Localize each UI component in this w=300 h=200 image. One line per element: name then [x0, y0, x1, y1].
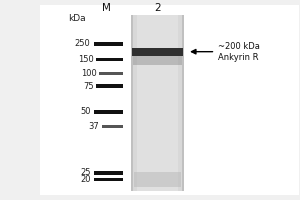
Text: 50: 50: [80, 107, 91, 116]
Text: ~200 kDa: ~200 kDa: [218, 42, 260, 51]
FancyBboxPatch shape: [100, 72, 123, 75]
Text: M: M: [103, 3, 111, 13]
FancyBboxPatch shape: [94, 171, 123, 175]
Text: kDa: kDa: [68, 14, 86, 23]
Text: 37: 37: [89, 122, 100, 131]
Text: 20: 20: [80, 175, 91, 184]
FancyBboxPatch shape: [94, 178, 123, 181]
FancyBboxPatch shape: [97, 84, 123, 88]
Text: 100: 100: [81, 69, 97, 78]
Text: 25: 25: [80, 168, 91, 177]
FancyBboxPatch shape: [94, 42, 123, 46]
FancyBboxPatch shape: [134, 172, 181, 187]
FancyBboxPatch shape: [102, 125, 123, 128]
FancyBboxPatch shape: [133, 55, 182, 65]
FancyBboxPatch shape: [133, 15, 182, 191]
FancyBboxPatch shape: [131, 15, 184, 191]
FancyBboxPatch shape: [40, 5, 298, 195]
Text: Ankyrin R: Ankyrin R: [218, 53, 259, 62]
Text: 250: 250: [75, 39, 91, 48]
FancyBboxPatch shape: [132, 48, 183, 56]
Text: 2: 2: [154, 3, 161, 13]
Text: 75: 75: [83, 82, 94, 91]
Text: 150: 150: [78, 55, 94, 64]
FancyBboxPatch shape: [94, 110, 123, 114]
FancyBboxPatch shape: [97, 58, 123, 61]
FancyBboxPatch shape: [136, 15, 178, 191]
